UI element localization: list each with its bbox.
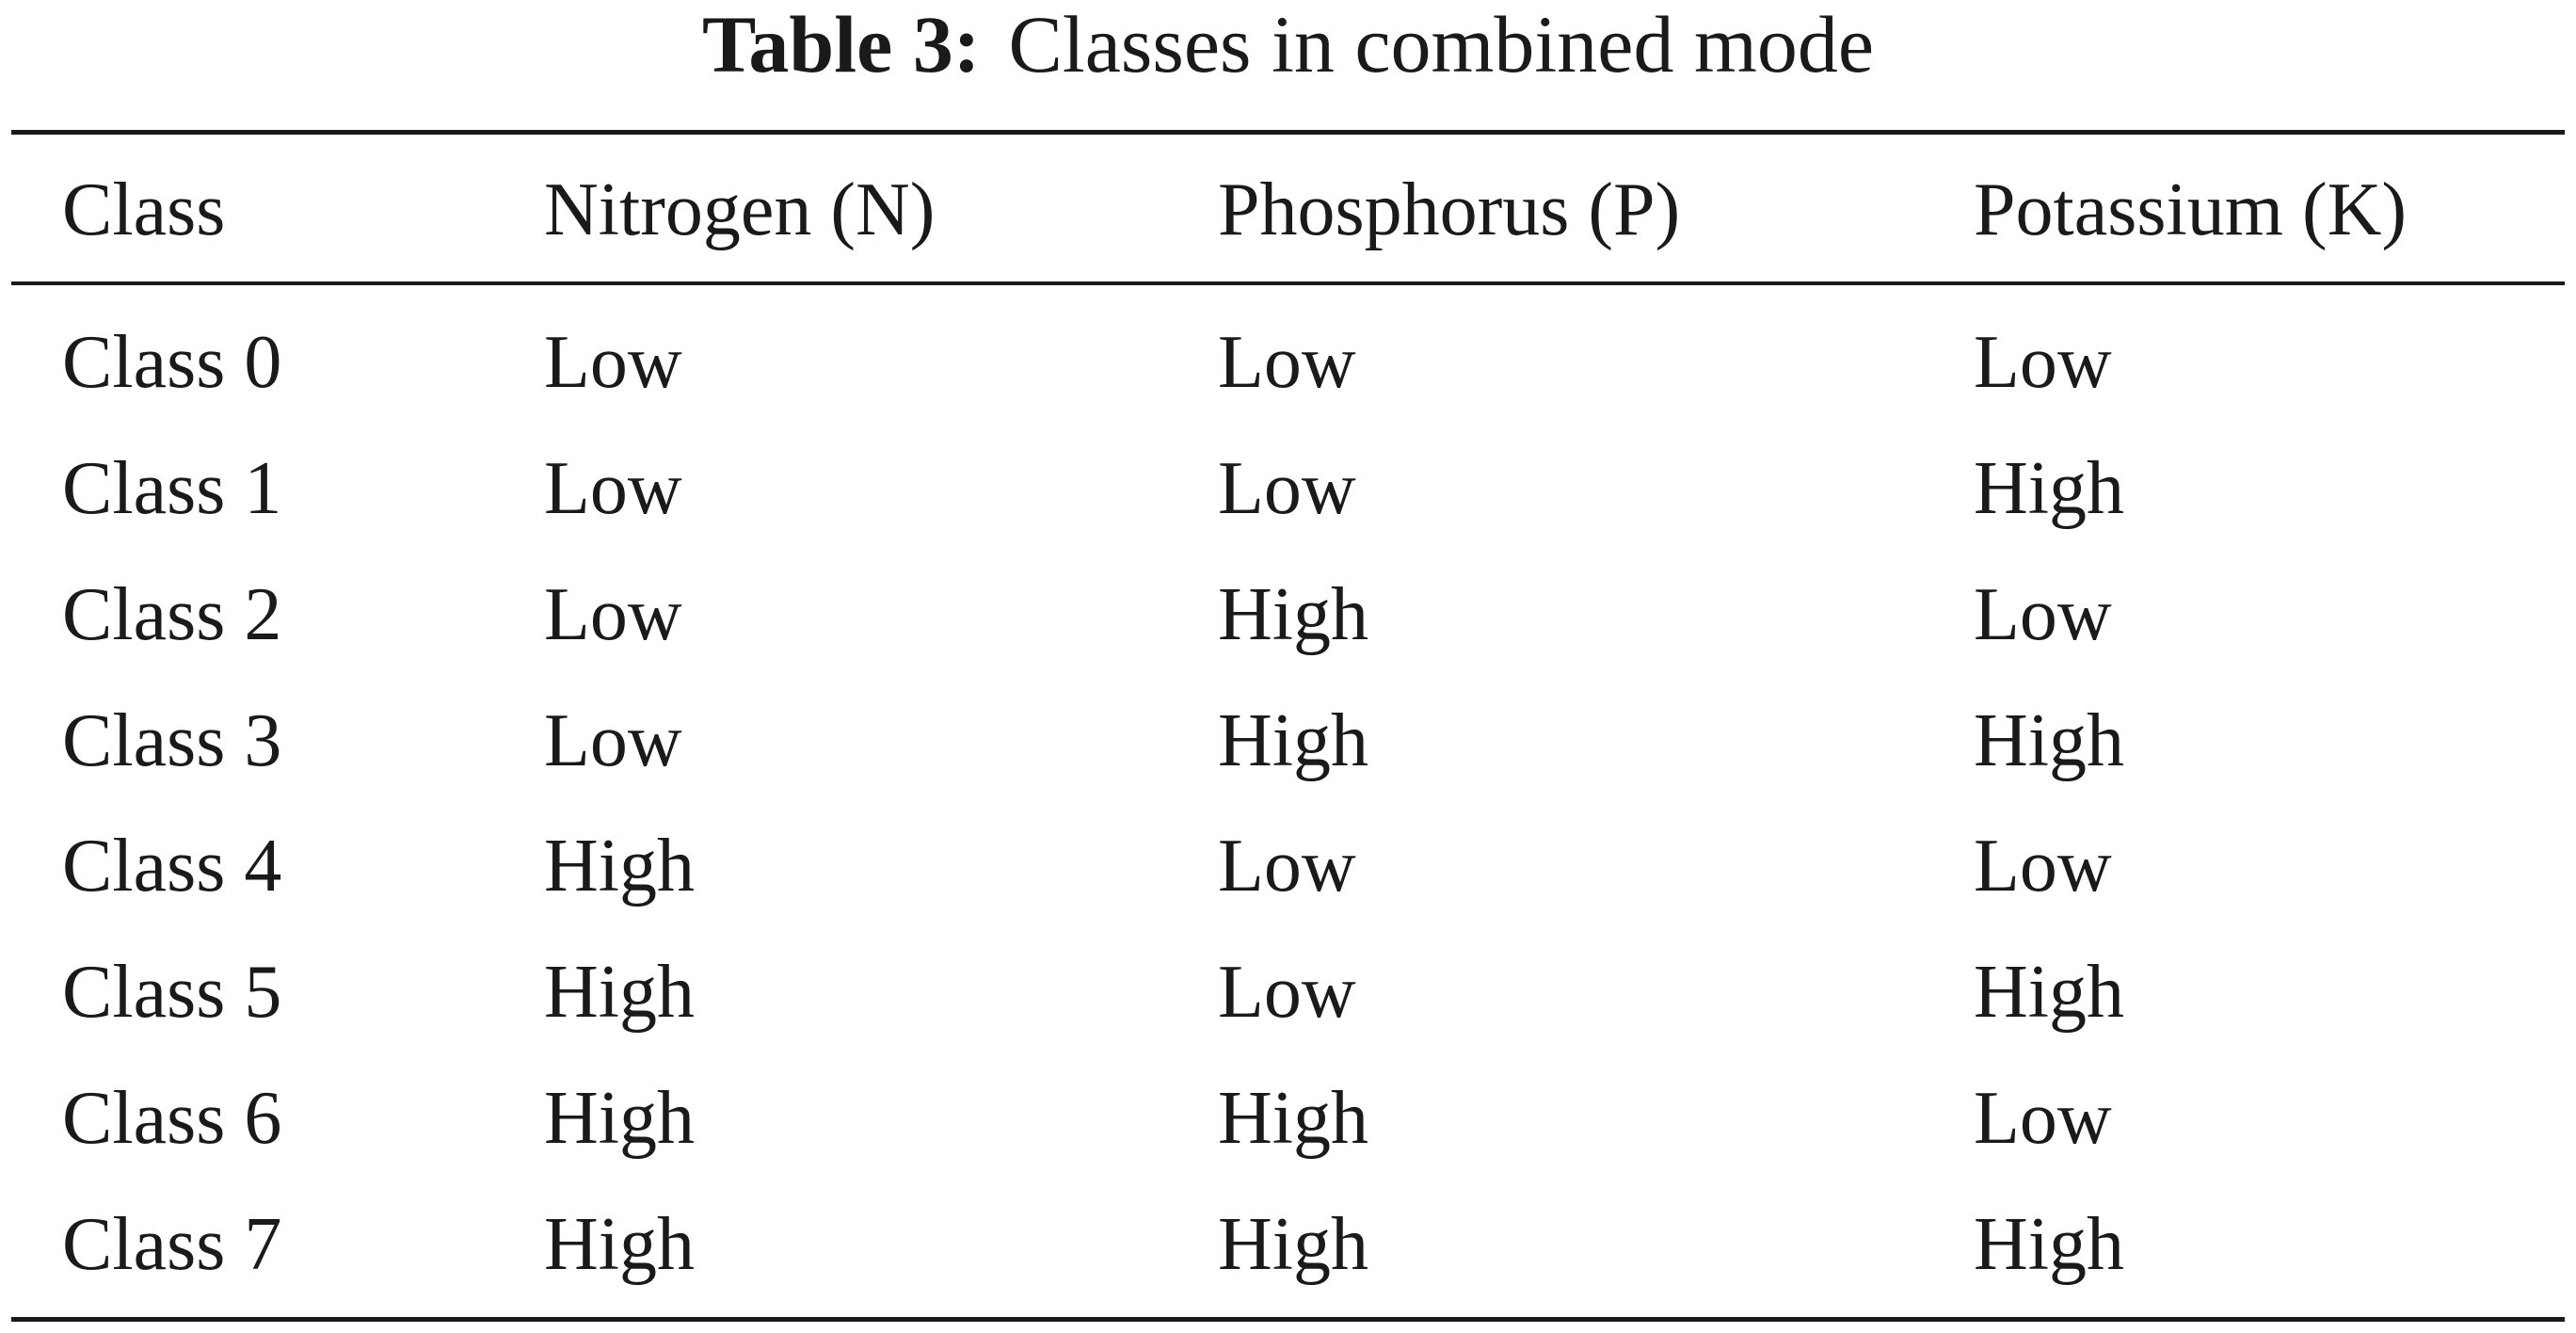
phosphorus-cell: Low — [1218, 321, 1356, 404]
phosphorus-cell: Low — [1218, 447, 1356, 530]
table-row: Class 7 High High High — [0, 1207, 2576, 1320]
table-header-row: Class Nitrogen (N) Phosphorus (P) Potass… — [0, 172, 2576, 285]
class-cell: Class 4 — [62, 825, 282, 907]
potassium-cell: Low — [1974, 825, 2112, 907]
header-phosphorus: Phosphorus (P) — [1218, 169, 1681, 251]
nitrogen-cell: Low — [544, 699, 682, 782]
nitrogen-cell: High — [544, 1077, 695, 1160]
phosphorus-cell: Low — [1218, 825, 1356, 907]
nitrogen-cell: Low — [544, 321, 682, 404]
nitrogen-cell: High — [544, 825, 695, 907]
potassium-cell: High — [1974, 1203, 2124, 1286]
table-row: Class 6 High High Low — [0, 1081, 2576, 1194]
potassium-cell: High — [1974, 447, 2124, 530]
table-bottom-rule — [11, 1317, 2565, 1322]
phosphorus-cell: High — [1218, 1077, 1368, 1160]
class-cell: Class 6 — [62, 1077, 282, 1160]
table-row: Class 2 Low High Low — [0, 577, 2576, 690]
phosphorus-cell: High — [1218, 699, 1368, 782]
nitrogen-cell: High — [544, 951, 695, 1034]
header-potassium: Potassium (K) — [1974, 169, 2407, 251]
header-nitrogen: Nitrogen (N) — [544, 169, 936, 251]
potassium-cell: Low — [1974, 1077, 2112, 1160]
table-caption: Table 3: Classes in combined mode — [0, 0, 2576, 85]
nitrogen-cell: Low — [544, 573, 682, 656]
class-cell: Class 2 — [62, 573, 282, 656]
phosphorus-cell: Low — [1218, 951, 1356, 1034]
class-cell: Class 3 — [62, 699, 282, 782]
potassium-cell: Low — [1974, 321, 2112, 404]
potassium-cell: High — [1974, 699, 2124, 782]
class-cell: Class 0 — [62, 321, 282, 404]
table-row: Class 0 Low Low Low — [0, 325, 2576, 438]
table-caption-text: Classes in combined mode — [1008, 0, 1875, 89]
table-row: Class 5 High Low High — [0, 955, 2576, 1068]
class-cell: Class 1 — [62, 447, 282, 530]
table-row: Class 3 Low High High — [0, 703, 2576, 816]
table-row: Class 1 Low Low High — [0, 451, 2576, 564]
nitrogen-cell: Low — [544, 447, 682, 530]
potassium-cell: High — [1974, 951, 2124, 1034]
phosphorus-cell: High — [1218, 1203, 1368, 1286]
table-top-rule — [11, 130, 2565, 135]
class-cell: Class 5 — [62, 951, 282, 1034]
table-caption-label: Table 3: — [701, 0, 981, 89]
table-header-rule — [11, 281, 2565, 285]
class-cell: Class 7 — [62, 1203, 282, 1286]
header-class: Class — [62, 169, 226, 251]
potassium-cell: Low — [1974, 573, 2112, 656]
phosphorus-cell: High — [1218, 573, 1368, 656]
table-row: Class 4 High Low Low — [0, 828, 2576, 941]
nitrogen-cell: High — [544, 1203, 695, 1286]
